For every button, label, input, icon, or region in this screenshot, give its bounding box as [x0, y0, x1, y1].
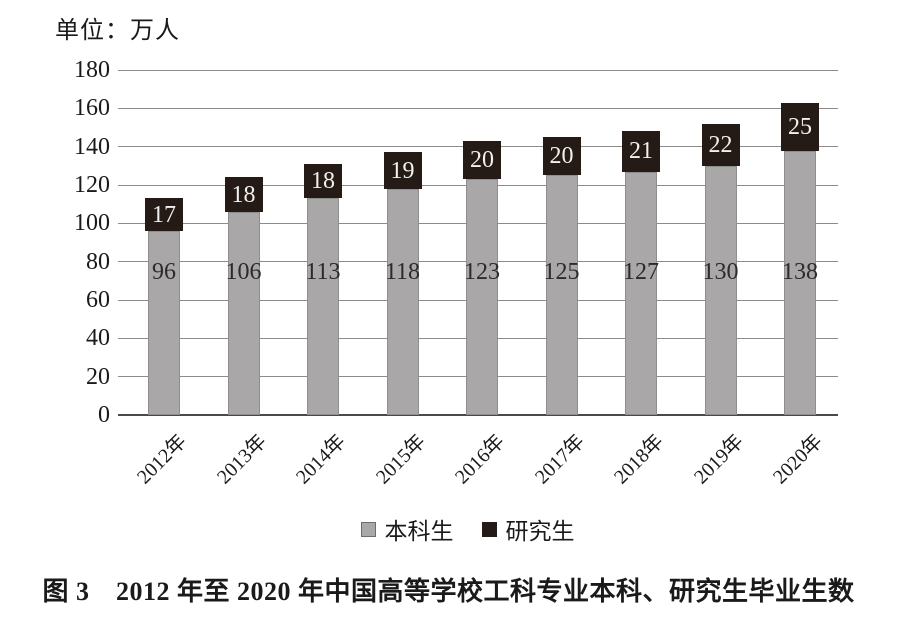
bar-value-label-grad: 20 — [470, 147, 494, 174]
x-axis-label-2015: 2015年 — [371, 430, 430, 489]
bar-value-label-undergrad: 118 — [384, 259, 421, 285]
bar-value-label-grad: 19 — [390, 157, 415, 184]
gridline — [118, 107, 838, 109]
y-axis-label: 60 — [86, 287, 110, 313]
chart-caption: 图 3 2012 年至 2020 年中国高等学校工科专业本科、研究生毕业生数 — [42, 577, 855, 606]
legend-item-grad: 研究生 — [481, 512, 575, 546]
x-axis-label-2016: 2016年 — [450, 430, 509, 489]
bar-value-label-undergrad: 96 — [152, 259, 176, 285]
bar-grad-2020: 25 — [781, 102, 819, 151]
bar-grad-2014: 18 — [304, 163, 342, 199]
bar-value-label-undergrad: 138 — [782, 259, 818, 285]
x-axis-label-2019: 2019年 — [689, 430, 748, 489]
bar-grad-2019: 22 — [701, 123, 740, 166]
y-axis-label: 40 — [86, 325, 110, 352]
bar-grad-2018: 21 — [622, 131, 660, 172]
bar-value-label-grad: 22 — [708, 131, 733, 158]
y-axis-label: 160 — [74, 95, 110, 122]
x-axis-label-2012: 2012年 — [132, 430, 191, 489]
bar-grad-2015: 19 — [383, 152, 422, 189]
bar-undergrad-2019 — [704, 165, 737, 415]
bar-undergrad-2012 — [148, 231, 180, 415]
legend-swatch-undergrad — [360, 521, 376, 537]
bar-value-label-undergrad: 106 — [225, 259, 262, 285]
bar-value-label-grad: 25 — [788, 113, 812, 140]
legend: 本科生 研究生 — [19, 512, 897, 546]
legend-label-grad: 研究生 — [505, 519, 575, 544]
bar-undergrad-2014 — [307, 198, 339, 415]
bar-undergrad-2016 — [466, 179, 498, 415]
bar-value-label-grad: 20 — [549, 143, 574, 170]
bar-undergrad-2017 — [545, 175, 578, 415]
bar-value-label-undergrad: 127 — [623, 259, 659, 285]
x-axis-label-2020: 2020年 — [768, 430, 827, 489]
bar-grad-2012: 17 — [145, 198, 183, 231]
bar-value-label-grad: 18 — [231, 181, 256, 208]
x-axis-label-2013: 2013年 — [212, 430, 271, 489]
bar-value-label-undergrad: 125 — [543, 259, 580, 285]
bar-grad-2017: 20 — [542, 137, 581, 176]
bar-value-label-grad: 17 — [152, 201, 176, 228]
legend-label-undergrad: 本科生 — [384, 519, 454, 544]
bar-value-label-grad: 18 — [311, 168, 335, 195]
bar-value-label-grad: 21 — [629, 138, 653, 165]
legend-item-undergrad: 本科生 — [360, 512, 454, 546]
bar-grad-2013: 18 — [224, 177, 263, 212]
bar-undergrad-2018 — [625, 171, 657, 415]
bar-grad-2016: 20 — [463, 140, 501, 180]
unit-label: 单位：万人 — [55, 18, 180, 44]
y-axis-label: 0 — [98, 402, 110, 428]
x-axis-label-2014: 2014年 — [291, 430, 350, 489]
y-axis-label: 140 — [74, 133, 110, 160]
plot-area: 17 96 18 106 18 113 19 118 20 123 20 125 21 127 22 130 2… — [118, 69, 838, 416]
legend-swatch-grad — [481, 521, 497, 537]
y-axis-label: 180 — [74, 57, 110, 83]
bar-value-label-undergrad: 113 — [305, 259, 341, 285]
y-axis-label: 100 — [74, 210, 110, 237]
gridline — [118, 69, 838, 71]
y-axis-label: 20 — [86, 363, 110, 390]
x-axis-line — [118, 414, 838, 416]
bar-value-label-undergrad: 123 — [464, 259, 500, 285]
y-axis-label: 120 — [74, 172, 110, 198]
x-axis-label-2017: 2017年 — [530, 430, 589, 489]
bar-undergrad-2015 — [386, 188, 419, 415]
x-axis-label-2018: 2018年 — [609, 430, 668, 489]
bar-value-label-undergrad: 130 — [702, 259, 739, 285]
bar-undergrad-2020 — [784, 150, 816, 415]
y-axis-label: 80 — [86, 248, 110, 275]
bar-undergrad-2013 — [227, 211, 260, 415]
